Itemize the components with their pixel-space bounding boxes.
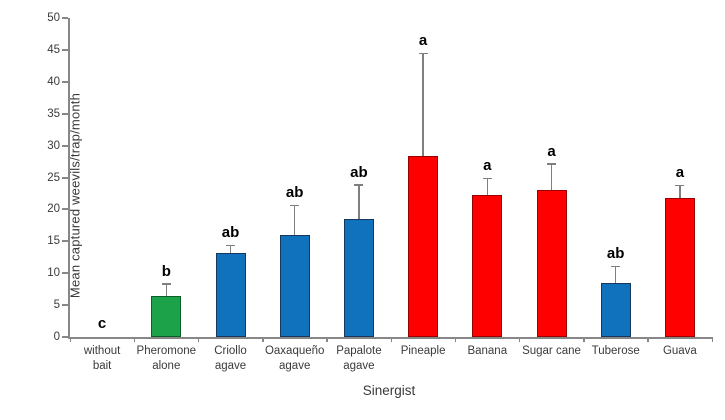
sig-letter: c	[97, 315, 107, 332]
bar-papalote-agave	[343, 218, 374, 337]
y-axis-tick	[62, 176, 68, 179]
y-axis-label: Mean captured weevils/trap/month	[67, 92, 83, 299]
category-label: Guava	[662, 345, 697, 357]
y-axis-tick	[62, 80, 68, 83]
plot-area: Mean captured weevils/trap/month 0 5 10 15 2…	[47, 12, 713, 372]
category-label: Criollo agave	[214, 345, 247, 372]
y-axis-tick	[62, 144, 68, 147]
y-axis-tick-label: 15	[47, 235, 60, 248]
bar-oaxaqueño-agave	[279, 234, 310, 337]
error-bar-cap	[161, 283, 171, 285]
category-label: Pheromone alone	[136, 345, 197, 372]
x-axis-tick	[133, 337, 136, 342]
y-axis-tick-label: 50	[47, 12, 60, 24]
error-bar-cap	[547, 163, 556, 165]
x-axis-tick	[583, 337, 585, 342]
bar-tuberose	[600, 282, 631, 337]
bar-banana	[472, 194, 503, 337]
error-bar	[422, 54, 424, 157]
error-bar-cap	[226, 244, 235, 247]
sig-letter: a	[418, 32, 428, 50]
y-axis-tick-label: 45	[47, 43, 60, 56]
y-axis-tick	[62, 112, 68, 115]
category-label: Papalote agave	[336, 345, 382, 372]
error-bar	[550, 164, 553, 191]
category-label: Pineaple	[400, 345, 446, 357]
sig-letter: ab	[350, 163, 368, 181]
error-bar	[486, 179, 489, 195]
y-axis-tick-label: 30	[47, 139, 60, 152]
y-axis-tick-label: 35	[47, 107, 60, 120]
y-axis-tick	[62, 304, 68, 307]
y-axis-tick-label: 5	[53, 299, 60, 312]
sig-letter: a	[675, 164, 685, 182]
error-bar	[229, 246, 232, 253]
error-bar	[358, 185, 360, 219]
error-bar-cap	[418, 52, 428, 55]
bar-pineaple	[408, 156, 439, 337]
error-bar-cap	[482, 177, 492, 180]
y-axis-tick	[62, 240, 68, 243]
bar-criollo-agave	[215, 252, 246, 337]
error-bar-cap	[354, 184, 364, 186]
x-axis-tick	[711, 337, 713, 342]
error-bar-cap	[290, 204, 300, 207]
y-axis-tick	[62, 208, 68, 211]
category-label: Tuberose	[591, 345, 640, 357]
y-axis-tick	[62, 272, 68, 275]
sig-letter: b	[161, 262, 171, 280]
category-label: Sugar cane	[522, 345, 581, 357]
x-axis-tick	[197, 337, 200, 342]
error-bar	[293, 206, 296, 235]
x-axis-label: Sinergist	[362, 383, 416, 398]
x-axis-tick	[390, 337, 392, 342]
x-axis-tick	[518, 337, 521, 342]
sig-letter: ab	[285, 184, 304, 202]
error-bar-cap	[611, 265, 621, 268]
error-bar	[614, 267, 617, 283]
y-axis-tick	[62, 17, 68, 19]
category-label: without bait	[83, 345, 121, 372]
error-bar-cap	[675, 184, 685, 187]
error-bar	[679, 186, 681, 198]
bar-sugar-cane	[536, 190, 567, 337]
y-axis-tick-label: 40	[47, 75, 60, 88]
sig-letter: a	[547, 142, 556, 160]
sig-letter: ab	[606, 245, 625, 263]
sig-letter: a	[483, 157, 492, 175]
bar-pheromone-alone	[151, 295, 182, 337]
x-axis-tick	[69, 337, 71, 342]
bar-guava	[664, 197, 695, 337]
y-axis-tick-label: 20	[47, 203, 60, 216]
sig-letter: ab	[221, 224, 240, 242]
category-label: Oaxaqueño agave	[264, 345, 325, 372]
y-axis-tick-label: 25	[47, 171, 60, 184]
x-axis-tick	[647, 337, 649, 342]
x-axis-tick	[326, 337, 328, 342]
y-axis-tick-label: 10	[47, 267, 60, 280]
y-axis-tick	[62, 48, 68, 51]
x-axis-tick	[454, 337, 457, 342]
error-bar	[165, 284, 168, 296]
y-axis-tick-label: 0	[53, 331, 60, 343]
x-axis-tick	[262, 337, 264, 342]
y-axis-tick	[62, 336, 68, 338]
category-label: Banana	[467, 345, 508, 357]
